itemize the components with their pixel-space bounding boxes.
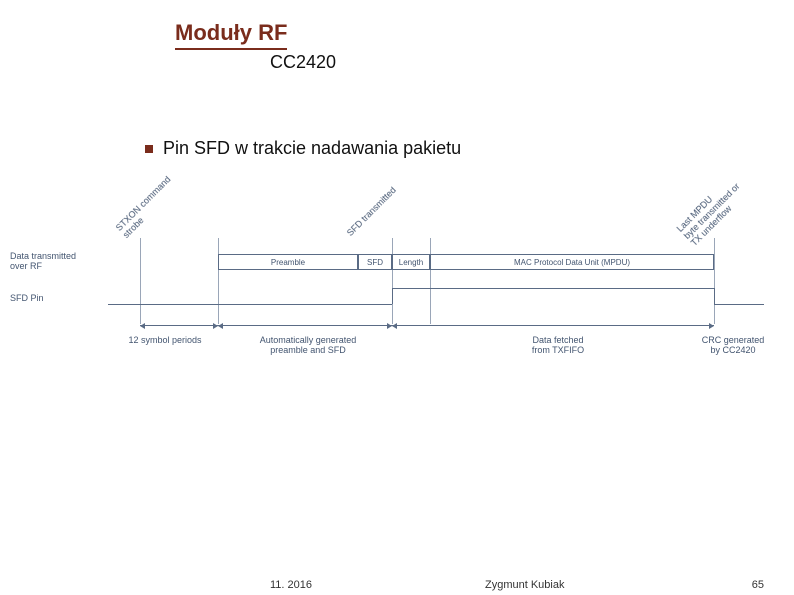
trace-high: [392, 288, 714, 289]
arrow-auto: [218, 325, 392, 326]
footer-date: 11. 2016: [270, 579, 312, 591]
seg-preamble: Preamble: [218, 254, 358, 270]
ann-sfd-tx: SFD transmitted: [345, 185, 398, 238]
vline-len-end: [430, 238, 431, 324]
trace-fall: [714, 288, 715, 304]
page-title: Moduły RF: [175, 20, 287, 50]
vline-pre: [218, 238, 219, 324]
arrow-12sym: [140, 325, 218, 326]
vline-mpdu-end: [714, 238, 715, 324]
seg-sfd: SFD: [358, 254, 392, 270]
cap-auto: Automatically generatedpreamble and SFD: [228, 335, 388, 356]
ann-stxon: STXON commandstrobe: [114, 174, 180, 240]
arrow-fetch: [392, 325, 714, 326]
label-sfd-pin: SFD Pin: [10, 294, 44, 304]
cap-fetch: Data fetchedfrom TXFIFO: [488, 335, 628, 356]
trace-rise: [392, 288, 393, 304]
seg-length: Length: [392, 254, 430, 270]
ann-last-byte: Last MPDUbyte transmitted orTX underflow: [675, 174, 749, 248]
vline-sfd-end: [392, 238, 393, 324]
seg-mpdu: MAC Protocol Data Unit (MPDU): [430, 254, 714, 270]
footer-author: Zygmunt Kubiak: [485, 579, 564, 591]
bullet-row: Pin SFD w trakcie nadawania pakietu: [145, 138, 461, 159]
trace-low-2: [714, 304, 764, 305]
cap-12sym: 12 symbol periods: [110, 335, 220, 345]
page-subtitle: CC2420: [270, 52, 336, 73]
trace-low-1: [108, 304, 392, 305]
bullet-text: Pin SFD w trakcie nadawania pakietu: [163, 138, 461, 159]
label-data-tx: Data transmittedover RF: [10, 252, 76, 272]
bullet-icon: [145, 145, 153, 153]
cap-crc: CRC generatedby CC2420: [688, 335, 778, 356]
vline-stxon: [140, 238, 141, 324]
timing-diagram: Data transmittedover RF SFD Pin STXON co…: [88, 190, 768, 390]
footer-page: 65: [752, 579, 764, 591]
